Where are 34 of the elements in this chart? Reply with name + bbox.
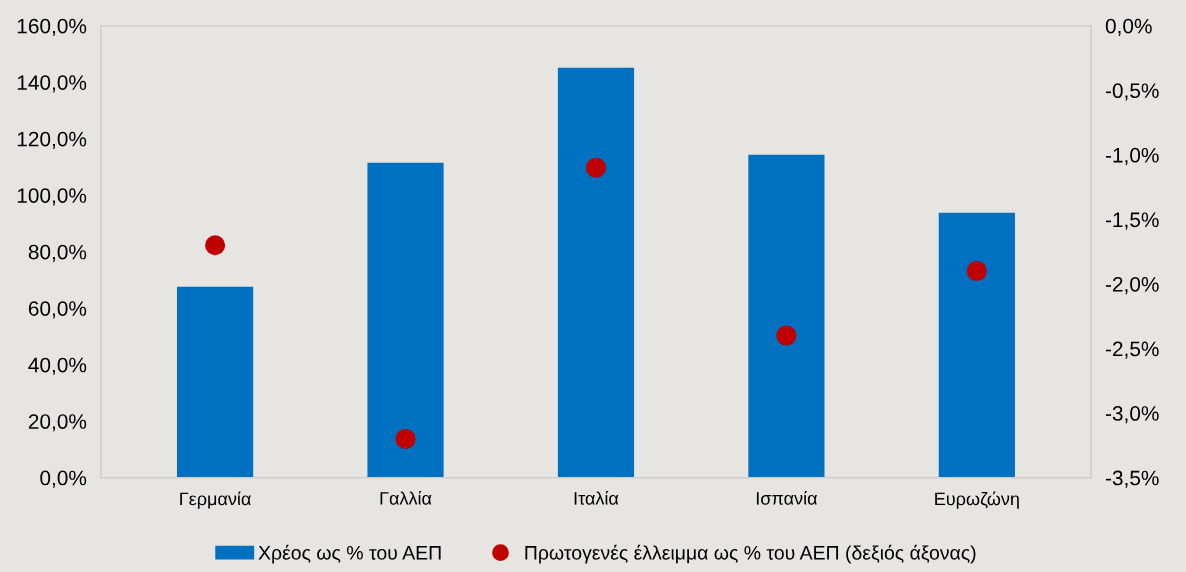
point xyxy=(776,325,797,346)
y2-tick-label: -2,5% xyxy=(1105,341,1159,359)
y-tick-label: 60,0% xyxy=(28,301,87,319)
legend-label: Πρωτογενές έλλειμμα ως % του ΑΕΠ (δεξιός άξονας) xyxy=(525,544,976,564)
y2-tick-label: -3,5% xyxy=(1105,470,1159,488)
y-tick-label: 100,0% xyxy=(17,188,87,206)
point xyxy=(966,261,987,282)
y-tick-label: 160,0% xyxy=(17,18,87,36)
point xyxy=(395,428,416,449)
x-tick-label: Γαλλία xyxy=(380,490,432,505)
y-tick-label: 80,0% xyxy=(28,244,87,262)
y-tick-label: 20,0% xyxy=(28,414,87,432)
y-tick-label: 120,0% xyxy=(17,131,87,149)
point xyxy=(585,157,606,178)
x-tick-label: Γερμανία xyxy=(180,491,251,509)
y2-tick-label: -2,0% xyxy=(1105,276,1159,295)
y-tick-label: 0,0% xyxy=(40,470,87,488)
bar xyxy=(557,67,635,478)
legend-label: Χρέος ως % του ΑΕΠ xyxy=(258,544,441,564)
bar xyxy=(748,154,825,478)
y2-tick-label: 0,0% xyxy=(1105,18,1152,36)
y2-tick-label: -1,0% xyxy=(1105,147,1159,166)
y-tick-label: 140,0% xyxy=(17,75,87,93)
point xyxy=(205,235,226,256)
bar xyxy=(176,286,254,478)
x-tick-label: Ευρωζώνη xyxy=(935,491,1019,509)
y2-tick-label: -0,5% xyxy=(1105,83,1159,101)
y2-tick-label: -3,0% xyxy=(1105,406,1159,424)
bar xyxy=(367,162,444,478)
x-tick-label: Ιταλία xyxy=(574,490,619,505)
bar xyxy=(938,212,1015,478)
x-tick-label: Ισπανία xyxy=(756,490,818,505)
y2-tick-label: -1,5% xyxy=(1105,212,1159,230)
y-tick-label: 40,0% xyxy=(28,357,87,375)
